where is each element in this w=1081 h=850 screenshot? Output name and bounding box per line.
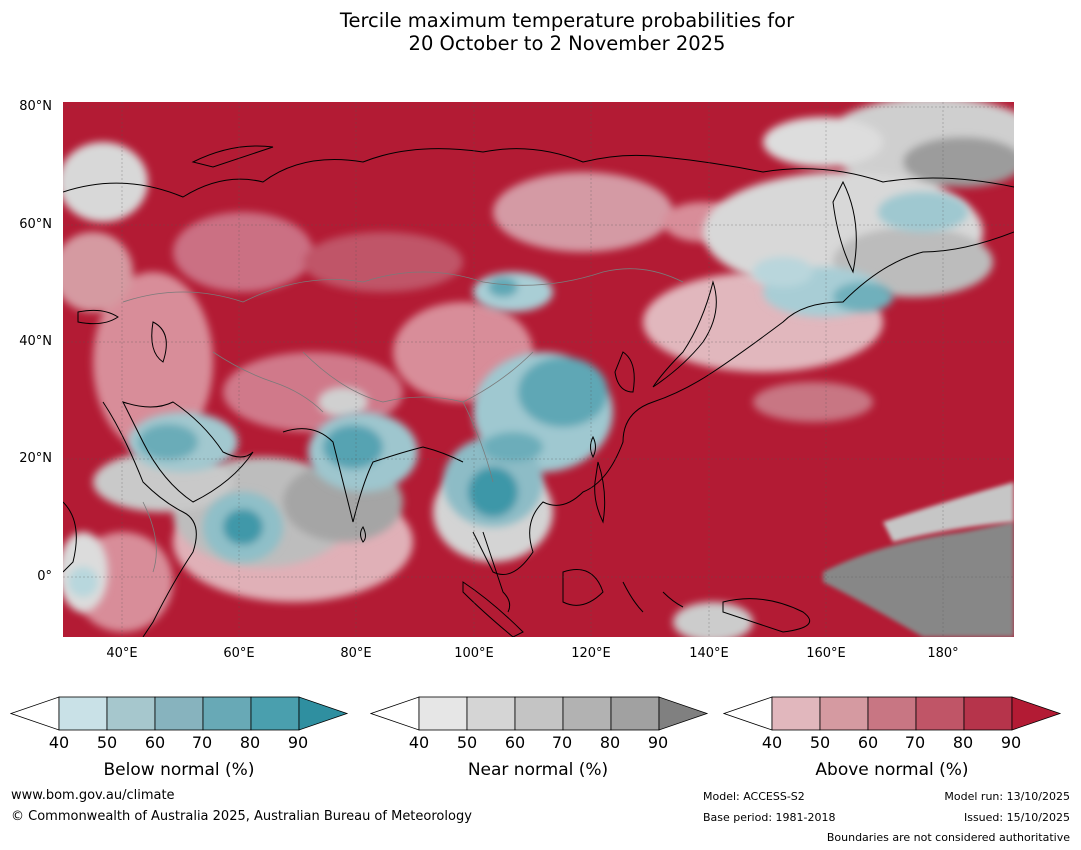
tick-label: 60: [504, 733, 526, 752]
model-text: Model: ACCESS-S2: [703, 790, 805, 803]
website-link[interactable]: www.bom.gov.au/climate: [11, 788, 175, 803]
colorbar-segment: [154, 696, 204, 731]
forecast-map: [63, 102, 1014, 637]
tick-label: 70: [904, 733, 926, 752]
coastlines: [63, 145, 1014, 637]
tick-label: 40: [408, 733, 430, 752]
base-period-text: Base period: 1981-2018: [703, 811, 836, 824]
colorbar-segment: [418, 696, 468, 731]
colorbar-segment: [562, 696, 612, 731]
tick-label: 40: [761, 733, 783, 752]
colorbar-segment: [819, 696, 869, 731]
near-normal-pacific-edge: [883, 482, 1014, 542]
colorbar-near-title: Near normal (%): [467, 760, 609, 780]
colorbar-segment: [106, 696, 156, 731]
lon-label-40e: 40°E: [106, 646, 138, 661]
colorbar-near-ticks: 40 50 60 70 80 90: [399, 733, 699, 752]
tick-label: 60: [857, 733, 879, 752]
lat-label-40n: 40°N: [19, 334, 52, 349]
near-normal-pacific: [823, 522, 1014, 637]
colorbar-segment: [867, 696, 917, 731]
colorbar-left-extension: [10, 696, 60, 731]
lon-label-140e: 140°E: [689, 646, 729, 661]
tick-label: 70: [191, 733, 213, 752]
tick-label: 80: [952, 733, 974, 752]
colorbar-segment: [915, 696, 965, 731]
tick-label: 50: [96, 733, 118, 752]
colorbar-above-normal: [723, 696, 1062, 731]
title-line-2: 20 October to 2 November 2025: [408, 32, 726, 55]
below-normal-patches: [68, 192, 968, 597]
colorbar-segment: [771, 696, 821, 731]
tick-label: 90: [1000, 733, 1022, 752]
lon-label-160e: 160°E: [806, 646, 846, 661]
lon-label-100e: 100°E: [454, 646, 494, 661]
colorbar-segment: [963, 696, 1013, 731]
tick-label: 80: [599, 733, 621, 752]
colorbar-left-extension: [723, 696, 773, 731]
forecast-map-svg: [63, 102, 1014, 637]
tick-label: 60: [144, 733, 166, 752]
colorbar-right-extension: [658, 696, 709, 731]
colorbar-segment: [610, 696, 660, 731]
colorbar-below-normal: [10, 696, 349, 731]
graticule: [63, 102, 1014, 637]
colorbar-left-extension: [370, 696, 420, 731]
colorbar-segment: [250, 696, 300, 731]
colorbar-right-extension: [1011, 696, 1062, 731]
lat-label-60n: 60°N: [19, 217, 52, 232]
colorbar-above-ticks: 40 50 60 70 80 90: [752, 733, 1052, 752]
lat-label-0: 0°: [37, 569, 52, 584]
tick-label: 50: [809, 733, 831, 752]
colorbar-segment: [466, 696, 516, 731]
colorbar-segment: [514, 696, 564, 731]
tick-label: 40: [48, 733, 70, 752]
lat-label-80n: 80°N: [19, 99, 52, 114]
country-borders: [122, 268, 684, 573]
lon-label-80e: 80°E: [340, 646, 372, 661]
issued-text: Issued: 15/10/2025: [963, 811, 1070, 824]
colorbar-right-extension: [298, 696, 349, 731]
colorbar-below-title: Below normal (%): [103, 760, 255, 780]
disclaimer-text: Boundaries are not considered authoritat…: [826, 831, 1070, 844]
colorbar-segment: [202, 696, 252, 731]
tick-label: 90: [647, 733, 669, 752]
colorbar-above-title: Above normal (%): [815, 760, 969, 780]
colorbar-near-normal: [370, 696, 709, 731]
tick-label: 50: [456, 733, 478, 752]
tick-label: 70: [551, 733, 573, 752]
title-line-1: Tercile maximum temperature probabilitie…: [339, 9, 795, 32]
lon-label-120e: 120°E: [571, 646, 611, 661]
copyright-text: © Commonwealth of Australia 2025, Austra…: [11, 809, 472, 824]
lon-label-180: 180°: [927, 646, 959, 661]
colorbar-below-ticks: 40 50 60 70 80 90: [39, 733, 339, 752]
lon-label-60e: 60°E: [223, 646, 255, 661]
tick-label: 90: [287, 733, 309, 752]
map-title: Tercile maximum temperature probabilitie…: [0, 9, 1081, 55]
tick-label: 80: [239, 733, 261, 752]
lat-label-20n: 20°N: [19, 451, 52, 466]
colorbar-segment: [58, 696, 108, 731]
model-run-text: Model run: 13/10/2025: [944, 790, 1070, 803]
